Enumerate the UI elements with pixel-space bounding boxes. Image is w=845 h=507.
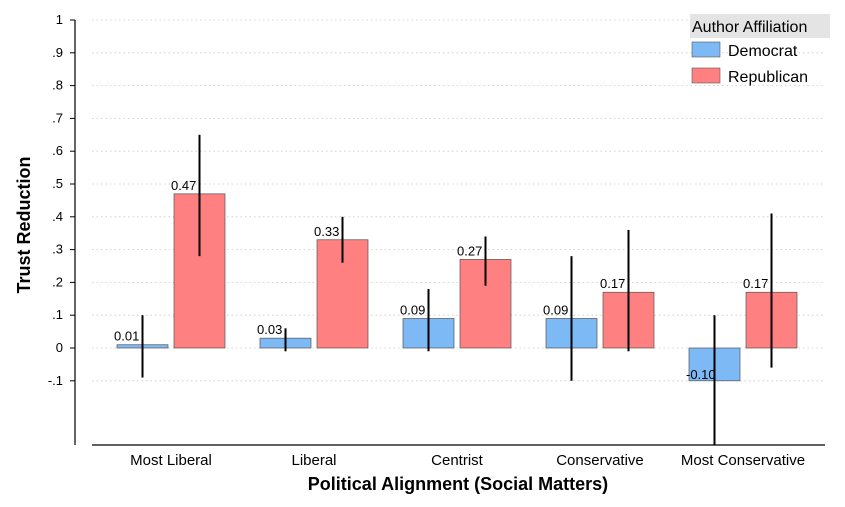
y-tick-label: .6 <box>52 143 63 158</box>
legend-label-democrat: Democrat <box>728 43 798 60</box>
data-label-democrat: 0.03 <box>257 322 282 337</box>
legend-title-background <box>690 14 830 38</box>
y-tick-label: .5 <box>52 176 63 191</box>
y-axis-title: Trust Reduction <box>14 156 34 293</box>
x-category-label: Most Liberal <box>130 452 212 469</box>
legend: Author Affiliation Democrat Republican <box>690 14 830 86</box>
legend-title: Author Affiliation <box>692 19 807 36</box>
y-tick-label: 1 <box>56 12 63 27</box>
y-tick-label: .9 <box>52 45 63 60</box>
data-label-democrat: 0.01 <box>114 329 139 344</box>
data-label-democrat: 0.09 <box>543 302 568 317</box>
y-tick-label: .2 <box>52 274 63 289</box>
error-bars <box>141 134 773 445</box>
x-category-label: Centrist <box>431 452 484 469</box>
data-label-republican: 0.17 <box>743 276 768 291</box>
y-tick-label: 0 <box>56 340 63 355</box>
data-label-democrat: -0.10 <box>686 367 716 382</box>
y-tick-label: .3 <box>52 242 63 257</box>
x-axis-title: Political Alignment (Social Matters) <box>308 474 608 494</box>
y-axis-ticks: -.1 0 .1 .2 .3 .4 .5 .6 .7 .8 .9 1 <box>48 12 75 388</box>
y-tick-label: .1 <box>52 307 63 322</box>
data-label-republican: 0.17 <box>600 276 625 291</box>
x-category-label: Most Conservative <box>681 452 805 469</box>
x-category-label: Liberal <box>291 452 336 469</box>
y-tick-label: .7 <box>52 110 63 125</box>
data-labels: 0.01 0.03 0.09 0.09 -0.10 0.47 0.33 0.27 0.17 0.1… <box>114 178 768 382</box>
legend-label-republican: Republican <box>728 69 808 86</box>
data-label-republican: 0.33 <box>314 224 339 239</box>
x-axis-category-labels: Most Liberal Liberal Centrist Conservative M… <box>130 452 805 469</box>
bars <box>116 193 798 382</box>
y-tick-label: .8 <box>52 78 63 93</box>
data-label-republican: 0.47 <box>171 178 196 193</box>
data-label-democrat: 0.09 <box>400 302 425 317</box>
data-label-republican: 0.27 <box>457 243 482 258</box>
legend-swatch-democrat <box>691 41 721 58</box>
legend-swatch-republican <box>691 67 721 84</box>
x-category-label: Conservative <box>556 452 644 469</box>
y-tick-label: -.1 <box>48 373 63 388</box>
y-tick-label: .4 <box>52 209 63 224</box>
